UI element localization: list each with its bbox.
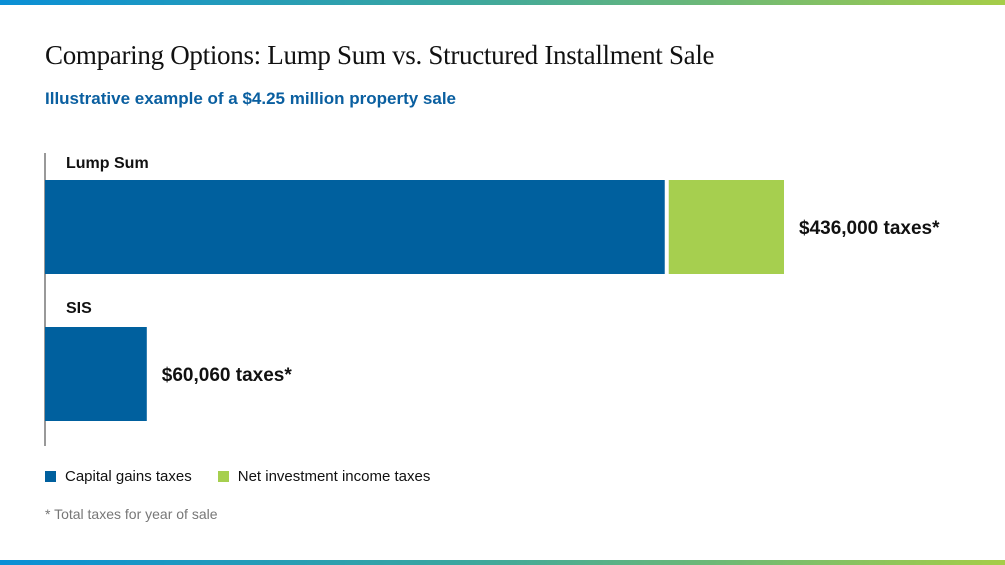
data-label: $436,000 taxes*: [799, 218, 940, 239]
bar-niit: [668, 180, 784, 274]
data-label: $60,060 taxes*: [162, 365, 293, 386]
legend-label: Capital gains taxes: [65, 468, 192, 485]
bar-capital-gains: [45, 180, 665, 274]
legend-item-capital-gains: Capital gains taxes: [45, 468, 192, 485]
category-label: Lump Sum: [66, 155, 149, 172]
legend-swatch: [217, 471, 229, 482]
bottom-gradient-band: [0, 560, 1005, 565]
legend: Capital gains taxes Net investment incom…: [45, 468, 456, 485]
top-gradient-band: [0, 0, 1005, 5]
footnote: * Total taxes for year of sale: [45, 506, 218, 522]
chart-title: Comparing Options: Lump Sum vs. Structur…: [45, 40, 715, 70]
legend-swatch: [45, 471, 56, 482]
legend-label: Net investment income taxes: [237, 468, 431, 485]
legend-item-niit: Net investment income taxes: [217, 468, 431, 485]
category-label: SIS: [66, 300, 92, 317]
chart-subtitle: Illustrative example of a $4.25 million …: [45, 89, 456, 108]
bar-capital-gains: [45, 327, 147, 421]
